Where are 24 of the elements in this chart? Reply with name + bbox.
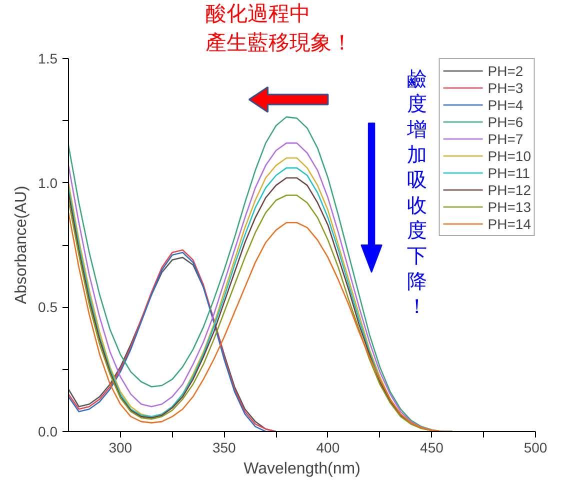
x-tick-label: 500 <box>524 440 548 456</box>
legend-label: PH=6 <box>488 113 524 130</box>
text: 酸化過程中 <box>206 2 310 26</box>
x-tick-label: 350 <box>212 440 236 456</box>
y-axis-title: Absorbance(AU) <box>13 186 30 304</box>
x-tick-label: 300 <box>108 440 132 456</box>
y-tick-label: 1.0 <box>38 174 58 191</box>
x-axis-title: Wavelength(nm) <box>244 460 360 478</box>
legend-label: PH=13 <box>488 198 531 215</box>
legend-label: PH=12 <box>488 181 531 198</box>
legend-label: PH=10 <box>488 147 531 164</box>
x-tick-label: 400 <box>316 440 340 456</box>
legend-label: PH=14 <box>488 215 531 232</box>
legend-label: PH=3 <box>488 79 524 96</box>
y-tick-label: 1.5 <box>38 50 58 66</box>
legend-label: PH=4 <box>488 96 524 113</box>
text: 鹼度增加吸收度下降！ <box>407 68 428 318</box>
y-tick-label: 0.0 <box>38 424 58 440</box>
text: 產生藍移現象！ <box>206 32 352 54</box>
legend-label: PH=11 <box>488 164 530 181</box>
legend-label: PH=2 <box>488 62 524 79</box>
x-tick-label: 450 <box>420 440 444 456</box>
y-tick-label: 0.5 <box>38 299 58 316</box>
legend-label: PH=7 <box>488 130 524 147</box>
